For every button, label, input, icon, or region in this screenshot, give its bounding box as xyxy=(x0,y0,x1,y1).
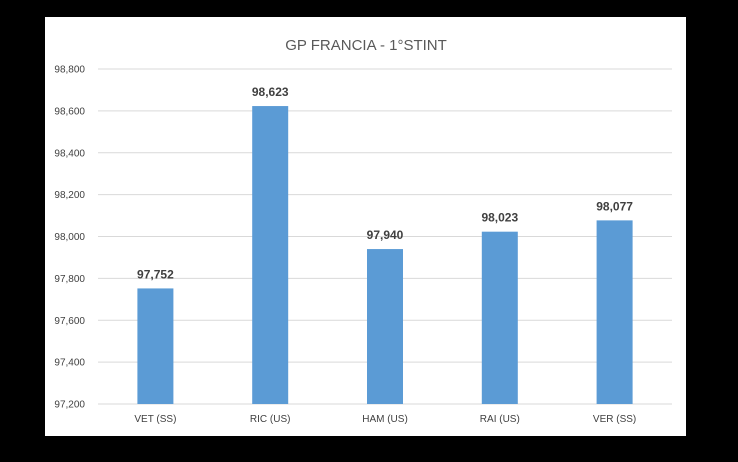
y-tick-label: 97,600 xyxy=(54,316,85,327)
bar-chart: GP FRANCIA - 1°STINT 97,20097,40097,6009… xyxy=(54,37,672,425)
bar xyxy=(481,231,518,404)
data-label: 98,623 xyxy=(252,85,289,99)
y-tick-label: 98,400 xyxy=(54,148,85,159)
data-labels: 97,752 98,623 97,940 98,023 98,077 xyxy=(137,85,633,281)
x-tick-label: RIC (US) xyxy=(250,414,291,425)
chart-area: GP FRANCIA - 1°STINT 97,200 97,400 97,600 9… xyxy=(45,17,686,436)
data-label: 97,940 xyxy=(367,228,404,242)
y-tick-label: 98,600 xyxy=(54,106,85,117)
data-label: 97,752 xyxy=(137,267,174,281)
gridlines xyxy=(98,68,672,405)
y-tick-label: 97,400 xyxy=(54,358,85,369)
y-tick-label: 98,800 xyxy=(54,65,85,76)
y-tick-label: 98,200 xyxy=(54,190,85,201)
y-tick-label: 98,000 xyxy=(54,232,85,243)
bar xyxy=(252,106,289,404)
x-tick-label: VET (SS) xyxy=(134,414,176,425)
y-axis-ticks: 97,200 97,400 97,600 97,800 98,000 98,200 98,4… xyxy=(54,65,85,411)
y-tick-label: 97,200 xyxy=(54,400,85,411)
bar xyxy=(137,288,174,404)
x-tick-label: HAM (US) xyxy=(362,414,408,425)
data-label: 98,077 xyxy=(596,199,633,213)
x-tick-label: VER (SS) xyxy=(593,414,636,425)
bar xyxy=(596,220,633,404)
x-axis-ticks: VET (SS) RIC (US) HAM (US) RAI (US) VER (SS) xyxy=(134,414,636,425)
bars xyxy=(137,106,633,404)
data-label: 98,023 xyxy=(481,211,518,225)
bar xyxy=(367,249,403,404)
chart-title: GP FRANCIA - 1°STINT xyxy=(285,37,447,54)
x-tick-label: RAI (US) xyxy=(480,414,520,425)
y-tick-label: 97,800 xyxy=(54,274,85,285)
